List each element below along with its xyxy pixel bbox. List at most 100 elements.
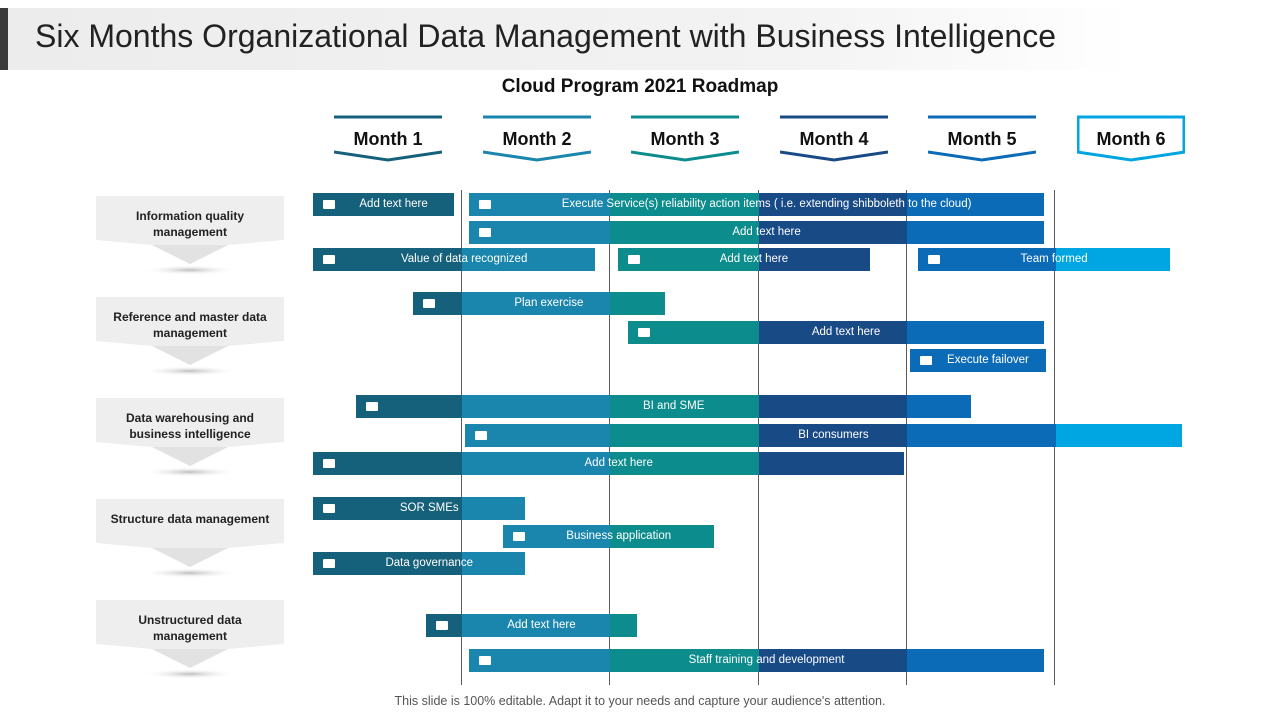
roadmap-subtitle: Cloud Program 2021 Roadmap — [501, 76, 779, 97]
task-bar[interactable]: Add text here — [313, 452, 905, 475]
task-marker-icon — [323, 504, 335, 513]
task-marker-icon — [920, 356, 933, 365]
task-bar-segment — [758, 452, 905, 475]
task-bar-segment — [758, 193, 908, 216]
month-label: Month 3 — [650, 129, 720, 149]
category-card: Unstructured data management — [96, 600, 284, 682]
task-marker-icon — [627, 255, 640, 264]
task-bar[interactable]: BI consumers — [464, 424, 1183, 447]
task-bar-segment — [610, 424, 760, 447]
task-label: SOR SMEs — [399, 502, 459, 514]
task-bar-segment — [469, 221, 611, 244]
month-header-1: Month 1 — [334, 112, 442, 190]
task-bar[interactable]: Add text here — [425, 614, 637, 637]
task-bar-segment — [758, 395, 908, 418]
task-bar-segment — [907, 221, 1045, 244]
task-bar-segment — [628, 321, 760, 344]
month-divider-line — [461, 190, 462, 685]
task-label: BI and SME — [643, 400, 705, 412]
task-bar[interactable]: Data governance — [313, 552, 526, 575]
task-bar-segment — [758, 649, 908, 672]
task-bar[interactable]: Plan exercise — [412, 292, 666, 315]
task-label: Plan exercise — [514, 297, 584, 309]
title-accent — [0, 8, 8, 70]
task-marker-icon — [513, 532, 526, 541]
task-bar[interactable]: Team formed — [917, 248, 1171, 271]
task-label: Add text here — [811, 326, 881, 338]
task-bar-segment — [907, 193, 1045, 216]
task-bar[interactable]: Execute failover — [910, 349, 1046, 372]
task-bar-segment — [461, 497, 526, 520]
task-bar[interactable]: Staff training and development — [469, 649, 1045, 672]
task-bar-segment — [313, 248, 463, 271]
task-bar[interactable]: Value of data recognized — [313, 248, 596, 271]
task-bar-segment — [610, 221, 760, 244]
task-bar[interactable]: Add text here — [469, 221, 1045, 244]
task-label: Execute Service(s) reliability action it… — [561, 198, 972, 210]
task-bar-segment — [503, 525, 611, 548]
task-marker-icon — [479, 228, 492, 237]
task-bar-segment — [610, 452, 760, 475]
task-marker-icon — [638, 328, 651, 337]
task-bar[interactable]: Execute Service(s) reliability action it… — [469, 193, 1045, 216]
task-bar-segment — [758, 248, 871, 271]
task-marker-icon — [474, 431, 487, 440]
task-label: Business application — [566, 530, 672, 542]
task-bar-segment — [907, 649, 1045, 672]
task-bar-segment — [469, 649, 611, 672]
task-bar-segment — [917, 248, 1057, 271]
task-label: Staff training and development — [688, 654, 845, 666]
task-marker-icon — [323, 559, 335, 568]
task-marker-icon — [323, 200, 335, 209]
task-marker-icon — [479, 200, 492, 209]
month-header-4: Month 4 — [780, 112, 888, 190]
task-bar[interactable]: Business application — [503, 525, 715, 548]
task-marker-icon — [927, 255, 940, 264]
task-label: BI consumers — [798, 429, 869, 441]
month-header-3: Month 3 — [631, 112, 739, 190]
task-marker-icon — [435, 621, 448, 630]
task-label: Data governance — [385, 557, 474, 569]
task-bar-segment — [758, 221, 908, 244]
task-marker-icon — [323, 459, 335, 468]
task-bar-segment — [356, 395, 463, 418]
task-bar-segment — [461, 552, 526, 575]
task-label: Add text here — [719, 253, 789, 265]
category-label: Information quality management — [136, 209, 244, 239]
month-header-5: Month 5 — [928, 112, 1036, 190]
category-card: Reference and master data management — [96, 297, 284, 379]
task-bar-segment — [610, 395, 760, 418]
task-bar-segment — [464, 424, 611, 447]
category-card: Data warehousing and business intelligen… — [96, 398, 284, 480]
task-marker-icon — [479, 656, 492, 665]
task-bar[interactable]: Add text here — [617, 248, 871, 271]
task-bar[interactable]: Add text here — [313, 193, 455, 216]
task-bar-segment — [758, 321, 908, 344]
task-bar[interactable]: SOR SMEs — [313, 497, 526, 520]
task-marker-icon — [323, 255, 335, 264]
task-bar-segment — [610, 292, 666, 315]
category-card: Structure data management — [96, 499, 284, 581]
category-card: Information quality management — [96, 196, 284, 278]
month-label: Month 1 — [353, 129, 423, 149]
task-bar-segment — [461, 248, 596, 271]
task-bar-segment — [1055, 248, 1171, 271]
task-bar-segment — [313, 193, 455, 216]
task-bar-segment — [461, 452, 611, 475]
task-bar[interactable]: Add text here — [628, 321, 1045, 344]
task-bar[interactable]: BI and SME — [356, 395, 972, 418]
month-header-6: Month 6 — [1077, 112, 1185, 190]
task-bar-segment — [758, 424, 908, 447]
category-label: Data warehousing and business intelligen… — [125, 411, 255, 441]
task-bar-segment — [1055, 424, 1183, 447]
task-marker-icon — [422, 299, 435, 308]
task-bar-segment — [610, 193, 760, 216]
task-bar-segment — [910, 349, 1046, 372]
task-bar-segment — [461, 614, 611, 637]
task-label: Add text here — [584, 457, 653, 469]
task-bar-segment — [469, 193, 611, 216]
month-label: Month 2 — [502, 129, 572, 149]
task-label: Team formed — [1020, 253, 1088, 265]
task-label: Add text here — [359, 198, 428, 210]
footer-note: This slide is 100% editable. Adapt it to… — [394, 694, 886, 708]
